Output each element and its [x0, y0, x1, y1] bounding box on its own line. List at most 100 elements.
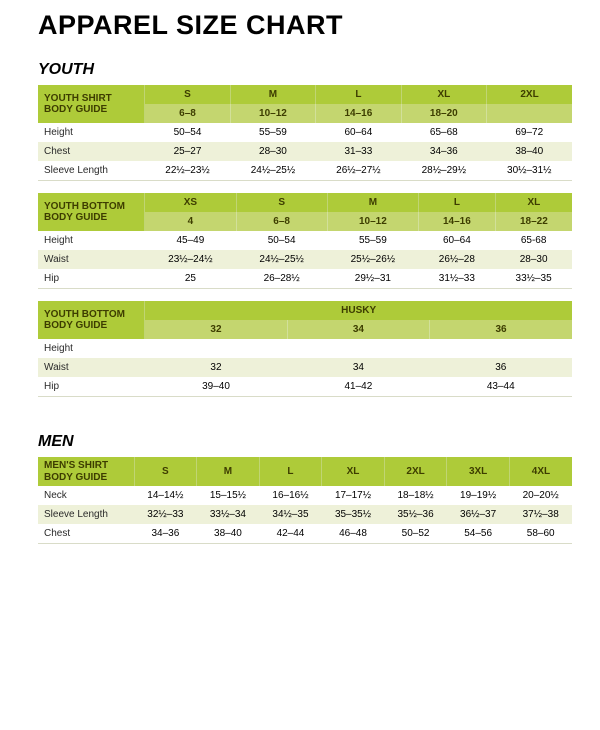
col-subsize: 4 — [145, 212, 236, 231]
cell: 16–16½ — [259, 486, 322, 505]
col-size: L — [259, 457, 322, 486]
table-corner: YOUTH SHIRT BODY GUIDE — [38, 85, 145, 123]
col-subsize: 14–16 — [419, 212, 496, 231]
cell: 50–54 — [145, 123, 230, 142]
table-row: Height 50–54 55–59 60–64 65–68 69–72 — [38, 123, 572, 142]
table-row: Sleeve Length 32½–33 33½–34 34½–35 35–35… — [38, 505, 572, 524]
section-title-men: MEN — [38, 433, 572, 451]
col-size: M — [197, 457, 260, 486]
cell: 31½–33 — [419, 269, 496, 289]
cell: 34 — [287, 358, 429, 377]
cell: 32 — [145, 358, 287, 377]
col-size: S — [236, 193, 327, 212]
cell: 26–28½ — [236, 269, 327, 289]
cell: 14–14½ — [134, 486, 197, 505]
cell: 32½–33 — [134, 505, 197, 524]
row-label: Sleeve Length — [38, 505, 134, 524]
cell: 55–59 — [230, 123, 315, 142]
cell — [430, 339, 572, 358]
col-size: S — [145, 85, 230, 104]
col-subsize: 36 — [430, 320, 572, 339]
cell: 42–44 — [259, 524, 322, 544]
cell: 25–27 — [145, 142, 230, 161]
cell: 65–68 — [401, 123, 486, 142]
table-corner: YOUTH BOTTOM BODY GUIDE — [38, 193, 145, 231]
cell: 41–42 — [287, 377, 429, 397]
table-row: Waist 32 34 36 — [38, 358, 572, 377]
cell: 54–56 — [447, 524, 510, 544]
col-size: M — [327, 193, 418, 212]
cell: 46–48 — [322, 524, 385, 544]
cell: 38–40 — [197, 524, 260, 544]
table-row: Chest 34–36 38–40 42–44 46–48 50–52 54–5… — [38, 524, 572, 544]
cell: 17–17½ — [322, 486, 385, 505]
col-subsize: 10–12 — [327, 212, 418, 231]
cell: 33½–35 — [495, 269, 572, 289]
cell: 19–19½ — [447, 486, 510, 505]
col-subsize: 18–22 — [495, 212, 572, 231]
cell: 23½–24½ — [145, 250, 236, 269]
cell — [287, 339, 429, 358]
col-subsize — [487, 104, 572, 123]
cell: 60–64 — [419, 231, 496, 250]
col-subsize: 14–16 — [316, 104, 401, 123]
cell: 34–36 — [134, 524, 197, 544]
row-label: Height — [38, 339, 145, 358]
cell: 24½–25½ — [230, 161, 315, 181]
cell: 26½–27½ — [316, 161, 401, 181]
col-subsize: 34 — [287, 320, 429, 339]
table-row: Height 45–49 50–54 55–59 60–64 65-68 — [38, 231, 572, 250]
col-size: L — [316, 85, 401, 104]
col-subsize: 6–8 — [145, 104, 230, 123]
cell: 34–36 — [401, 142, 486, 161]
cell: 36 — [430, 358, 572, 377]
table-men-shirt: MEN'S SHIRT BODY GUIDE S M L XL 2XL 3XL … — [38, 457, 572, 544]
cell: 60–64 — [316, 123, 401, 142]
cell: 39–40 — [145, 377, 287, 397]
cell: 28–30 — [230, 142, 315, 161]
col-span-husky: HUSKY — [145, 301, 572, 320]
table-row: Waist 23½–24½ 24½–25½ 25½–26½ 26½–28 28–… — [38, 250, 572, 269]
cell: 31–33 — [316, 142, 401, 161]
cell: 15–15½ — [197, 486, 260, 505]
row-label: Neck — [38, 486, 134, 505]
table-row: Neck 14–14½ 15–15½ 16–16½ 17–17½ 18–18½ … — [38, 486, 572, 505]
col-size: XL — [322, 457, 385, 486]
table-youth-husky: YOUTH BOTTOM BODY GUIDE HUSKY 32 34 36 H… — [38, 301, 572, 397]
col-size: 2XL — [487, 85, 572, 104]
cell: 38–40 — [487, 142, 572, 161]
col-size: XL — [401, 85, 486, 104]
table-row: Height — [38, 339, 572, 358]
cell: 50–52 — [384, 524, 447, 544]
cell: 18–18½ — [384, 486, 447, 505]
cell: 35–35½ — [322, 505, 385, 524]
cell: 37½–38 — [509, 505, 572, 524]
cell: 30½–31½ — [487, 161, 572, 181]
col-size: XS — [145, 193, 236, 212]
cell: 36½–37 — [447, 505, 510, 524]
cell: 22½–23½ — [145, 161, 230, 181]
col-subsize: 6–8 — [236, 212, 327, 231]
col-size: XL — [495, 193, 572, 212]
cell: 55–59 — [327, 231, 418, 250]
cell: 25 — [145, 269, 236, 289]
row-label: Hip — [38, 269, 145, 289]
cell: 26½–28 — [419, 250, 496, 269]
col-size: S — [134, 457, 197, 486]
cell: 28½–29½ — [401, 161, 486, 181]
cell: 25½–26½ — [327, 250, 418, 269]
table-corner: MEN'S SHIRT BODY GUIDE — [38, 457, 134, 486]
table-corner: YOUTH BOTTOM BODY GUIDE — [38, 301, 145, 339]
cell: 50–54 — [236, 231, 327, 250]
table-row: Hip 25 26–28½ 29½–31 31½–33 33½–35 — [38, 269, 572, 289]
row-label: Waist — [38, 250, 145, 269]
cell: 34½–35 — [259, 505, 322, 524]
table-youth-shirt: YOUTH SHIRT BODY GUIDE S M L XL 2XL 6–8 … — [38, 85, 572, 181]
cell: 58–60 — [509, 524, 572, 544]
col-size: M — [230, 85, 315, 104]
cell: 65-68 — [495, 231, 572, 250]
col-subsize: 32 — [145, 320, 287, 339]
table-youth-bottom: YOUTH BOTTOM BODY GUIDE XS S M L XL 4 6–… — [38, 193, 572, 289]
row-label: Chest — [38, 524, 134, 544]
row-label: Height — [38, 231, 145, 250]
